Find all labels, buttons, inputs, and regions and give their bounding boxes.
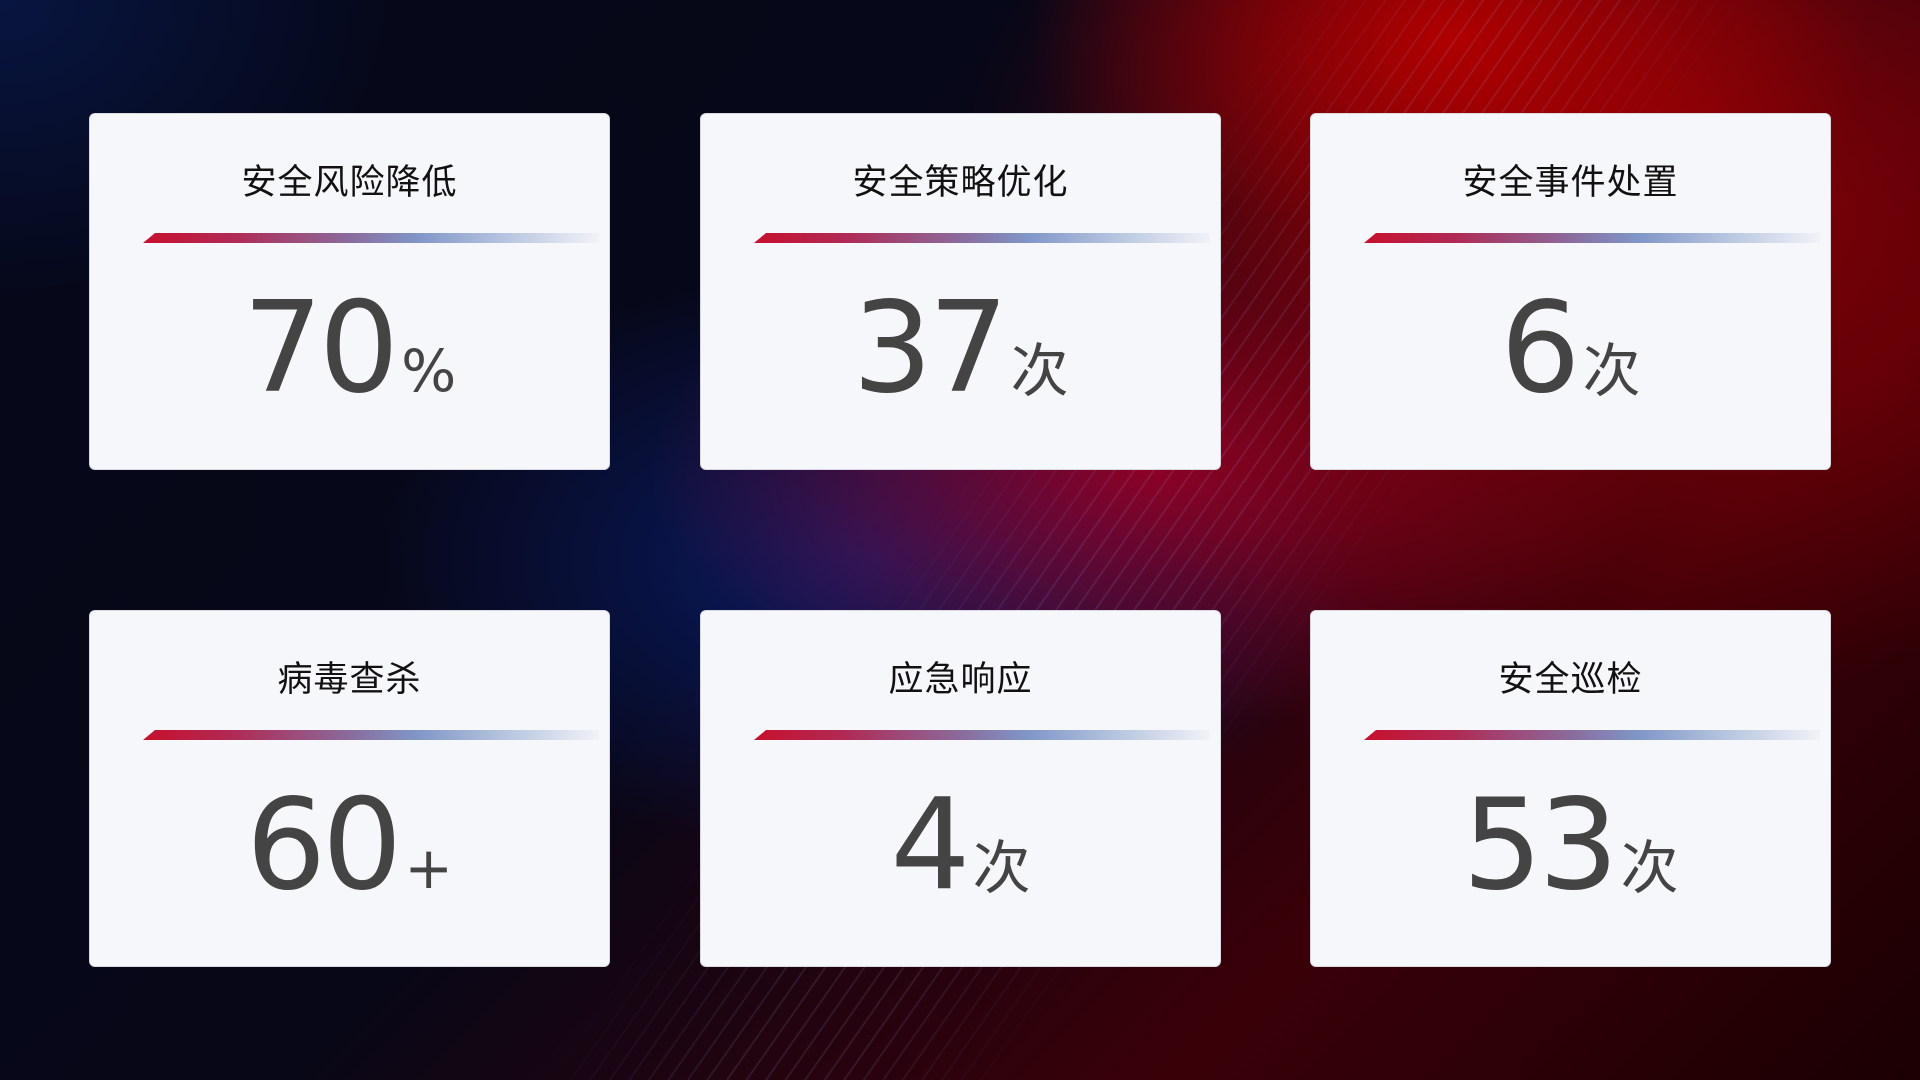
value-number: 70 [242,274,399,421]
value-unit: % [401,337,457,405]
value-unit: 次 [1620,834,1679,902]
card-divider [1364,730,1820,740]
card-title: 安全巡检 [1498,660,1643,700]
value-unit: 次 [972,834,1031,902]
card-title: 病毒查杀 [277,660,422,700]
stat-card-virus-removal: 病毒查杀 60 + [89,610,610,967]
value-unit: 次 [1582,337,1641,405]
card-divider [1364,233,1820,243]
stat-card-risk-reduction: 安全风险降低 70% [89,113,610,470]
card-title: 应急响应 [888,660,1033,700]
value-number: 60 [246,771,402,918]
card-title: 安全策略优化 [852,163,1069,203]
stat-card-security-patrol: 安全巡检 53 次 [1310,610,1831,967]
value-unit: + [404,834,453,902]
card-divider [754,730,1210,740]
stat-card-policy-optimization: 安全策略优化 37 次 [700,113,1221,470]
value-number: 53 [1462,771,1618,918]
value-number: 37 [852,274,1008,421]
card-title: 安全风险降低 [241,163,458,203]
value-number: 6 [1500,274,1580,421]
value-number: 4 [890,771,970,918]
value-unit: 次 [1010,337,1069,405]
card-value: 60 + [90,771,609,918]
card-value: 53 次 [1311,771,1830,918]
card-value: 37 次 [701,274,1220,421]
card-title: 安全事件处置 [1462,163,1679,203]
card-divider [143,233,599,243]
card-value: 70% [90,274,609,421]
card-divider [754,233,1210,243]
card-divider [143,730,599,740]
